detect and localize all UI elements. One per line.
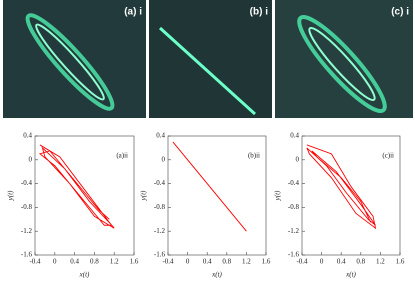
y-tick-label: -0.8 <box>288 203 300 211</box>
x-tick-label: 0.4 <box>337 258 346 266</box>
y-tick-label: -1.6 <box>288 251 300 259</box>
y-tick-label: 0 <box>29 155 33 163</box>
y-tick-label: 0 <box>296 155 300 163</box>
y-tick-label: -0.8 <box>154 203 166 211</box>
x-tick-label: -0.4 <box>296 258 308 266</box>
photo-label: (c) i <box>391 7 409 18</box>
plot: -0.4 0 0.4 0.8 1.2 1.6 0.4 0 -0.4 -0.8 -1.2 -1.6 x(t… <box>7 132 139 279</box>
y-axis-title: y(t) <box>274 190 282 201</box>
y-tick-label: -1.2 <box>288 227 300 235</box>
x-tick-label: 1.6 <box>130 258 139 266</box>
x-tick-label: -0.4 <box>162 258 174 266</box>
y-tick-label: -1.6 <box>154 251 166 259</box>
axes-box <box>34 135 135 256</box>
x-tick-label: 0.8 <box>90 258 99 266</box>
y-axis-title: y(t) <box>7 190 15 201</box>
x-tick-label: 1.6 <box>396 258 405 266</box>
photo-a: (a) i <box>3 0 146 118</box>
trajectory <box>38 144 115 229</box>
photo-c: (c) i <box>275 0 413 118</box>
panel-label: (b)ii <box>248 152 260 160</box>
y-tick-label: -0.4 <box>21 179 33 187</box>
x-tick-label: -0.4 <box>29 258 41 266</box>
axes-box <box>167 135 267 256</box>
y-tick-label: -0.4 <box>154 179 166 187</box>
x-tick-label: 1.2 <box>242 258 251 266</box>
photo-label: (b) i <box>250 7 269 18</box>
x-tick-label: 1.6 <box>262 258 271 266</box>
y-tick-label: -0.8 <box>21 203 33 211</box>
plot: -0.4 0 0.4 0.8 1.2 1.6 0.4 0 -0.4 -0.8 -1.2 -1.6 x(t… <box>274 132 405 279</box>
y-tick-label: 0.4 <box>290 132 299 140</box>
trajectory <box>172 141 247 232</box>
x-tick-label: 0 <box>320 258 324 266</box>
panel-label: (c)ii <box>382 152 394 160</box>
panel-label: (a)ii <box>116 152 128 160</box>
trajectory <box>306 144 377 230</box>
x-tick-label: 0.4 <box>70 258 79 266</box>
y-tick-label: 0 <box>162 155 166 163</box>
x-tick-label: 1.2 <box>376 258 385 266</box>
x-tick-label: 0 <box>53 258 57 266</box>
x-axis-title: x(t) <box>345 271 356 279</box>
x-tick-label: 0 <box>186 258 190 266</box>
plot: -0.4 0 0.4 0.8 1.2 1.6 0.4 0 -0.4 -0.8 -1.2 -1.6 x(t… <box>140 132 271 279</box>
x-tick-label: 0.8 <box>222 258 231 266</box>
y-tick-label: 0.4 <box>23 132 32 140</box>
x-tick-label: 0.8 <box>356 258 365 266</box>
y-tick-label: -0.4 <box>288 179 300 187</box>
x-axis-title: x(t) <box>211 271 222 279</box>
photo-b: (b) i <box>149 0 272 118</box>
axes-box <box>301 135 401 256</box>
y-tick-label: -1.6 <box>21 251 33 259</box>
x-tick-label: 1.2 <box>110 258 119 266</box>
y-tick-label: -1.2 <box>154 227 166 235</box>
x-tick-label: 0.4 <box>203 258 212 266</box>
x-axis-title: x(t) <box>79 271 90 279</box>
y-tick-label: -1.2 <box>21 227 33 235</box>
y-axis-title: y(t) <box>140 190 148 201</box>
y-tick-label: 0.4 <box>156 132 165 140</box>
photo-label: (a) i <box>124 7 142 18</box>
